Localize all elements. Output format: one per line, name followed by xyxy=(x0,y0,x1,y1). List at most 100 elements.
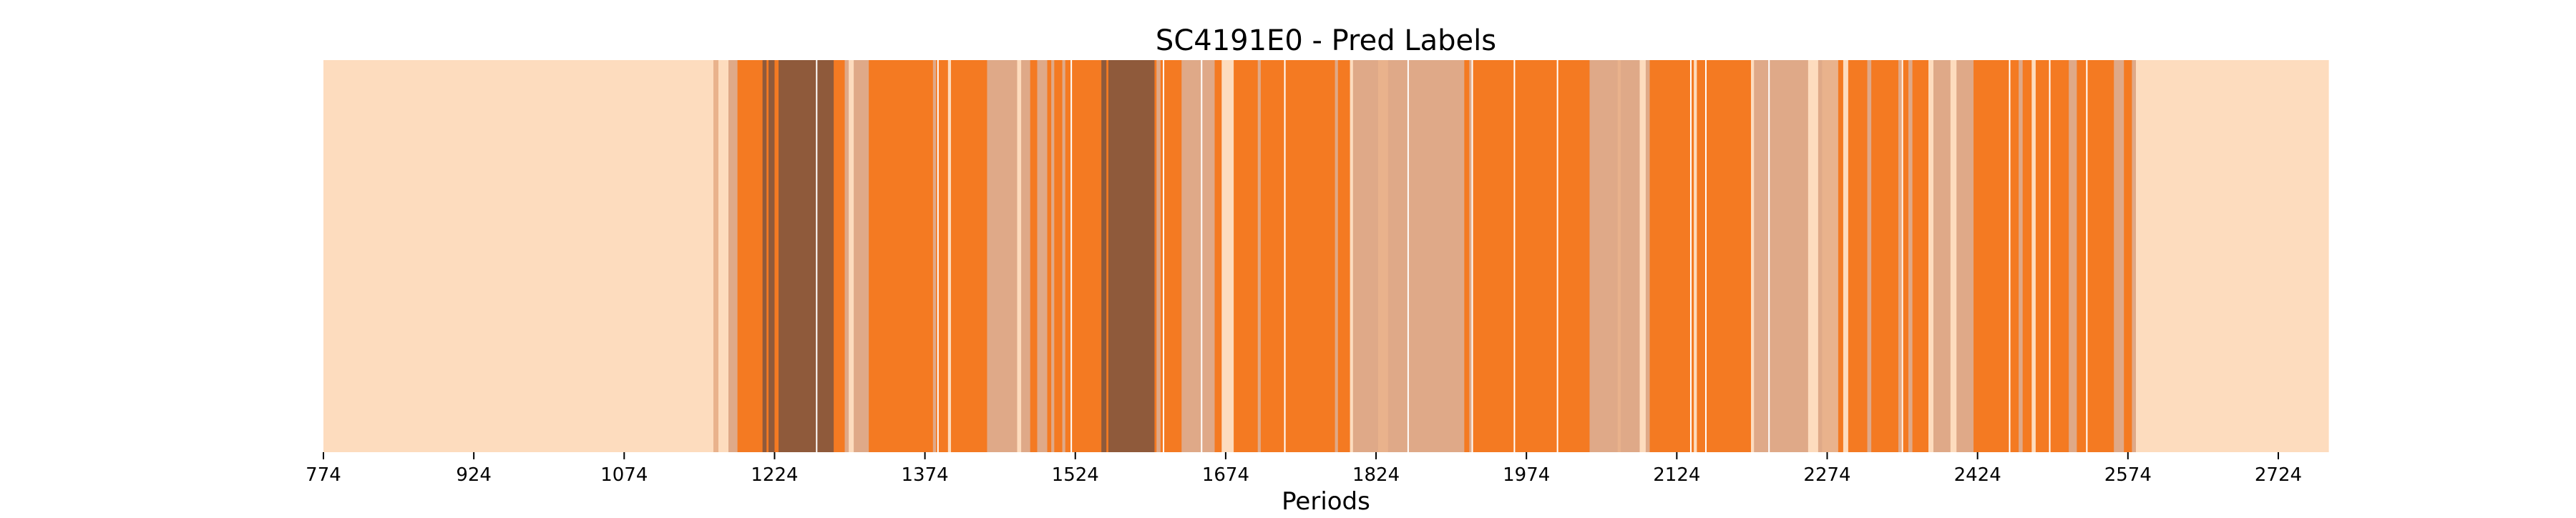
label-segment-51 xyxy=(1617,60,1621,452)
label-segment-19 xyxy=(987,60,1018,452)
label-segment-59 xyxy=(1754,60,1809,452)
plot-area xyxy=(323,60,2329,452)
label-segment-30 xyxy=(1106,60,1109,452)
label-segment-10 xyxy=(834,60,846,452)
label-segment-22 xyxy=(1030,60,1038,452)
label-segment-48 xyxy=(1469,60,1473,452)
label-segment-27 xyxy=(1062,60,1066,452)
label-segment-74 xyxy=(1950,60,1957,452)
label-segment-29 xyxy=(1101,60,1107,452)
label-segment-14 xyxy=(869,60,934,452)
label-segment-85 xyxy=(2132,60,2137,452)
label-segment-3 xyxy=(728,60,738,452)
label-segment-65 xyxy=(1848,60,1868,452)
label-segment-36 xyxy=(1214,60,1222,452)
label-segment-70 xyxy=(1908,60,1913,452)
label-segment-15 xyxy=(932,60,937,452)
x-tick-label-2124: 2124 xyxy=(1653,464,1700,486)
x-tick-label-2424: 2424 xyxy=(1954,464,2001,486)
label-segment-12 xyxy=(849,60,854,452)
label-segment-20 xyxy=(1017,60,1022,452)
label-segment-18 xyxy=(951,60,988,452)
label-segment-68 xyxy=(1898,60,1902,452)
label-segment-44 xyxy=(1352,60,1379,452)
label-segment-80 xyxy=(2035,60,2069,452)
label-segment-86 xyxy=(2136,60,2329,452)
label-segment-38 xyxy=(1234,60,1259,452)
label-segment-2 xyxy=(718,60,729,452)
label-segment-1 xyxy=(713,60,719,452)
label-segment-25 xyxy=(1051,60,1055,452)
label-segment-64 xyxy=(1843,60,1849,452)
x-axis: 774 924 1074 1224 1374 1524 1674 1824 1974 2124 22… xyxy=(306,452,2302,486)
label-segment-45 xyxy=(1377,60,1389,452)
label-segment-81 xyxy=(2069,60,2077,452)
label-segment-21 xyxy=(1021,60,1031,452)
label-segment-62 xyxy=(1822,60,1839,452)
x-tick-label-2574: 2574 xyxy=(2104,464,2152,486)
label-segment-76 xyxy=(1974,60,2019,452)
label-segment-83 xyxy=(2114,60,2124,452)
label-segment-61 xyxy=(1818,60,1823,452)
x-tick-label-1374: 1374 xyxy=(902,464,949,486)
label-segment-16 xyxy=(936,60,949,452)
label-segment-77 xyxy=(2019,60,2024,452)
label-segment-71 xyxy=(1912,60,1929,452)
label-segment-4 xyxy=(737,60,763,452)
x-tick-label-1974: 1974 xyxy=(1503,464,1550,486)
label-segment-31 xyxy=(1108,60,1156,452)
label-segment-67 xyxy=(1871,60,1899,452)
label-segment-5 xyxy=(762,60,767,452)
label-segment-50 xyxy=(1589,60,1619,452)
label-segment-23 xyxy=(1037,60,1048,452)
label-segment-7 xyxy=(769,60,776,452)
x-tick-label-2724: 2724 xyxy=(2255,464,2302,486)
label-segment-33 xyxy=(1156,60,1161,452)
label-segment-17 xyxy=(947,60,952,452)
label-segment-8 xyxy=(774,60,779,452)
label-segment-41 xyxy=(1335,60,1339,452)
label-segment-78 xyxy=(2022,60,2032,452)
x-tick-label-2274: 2274 xyxy=(1803,464,1850,486)
chart-title: SC4191E0 - Pred Labels xyxy=(1156,24,1496,57)
label-segment-57 xyxy=(1697,60,1752,452)
label-segment-40 xyxy=(1260,60,1336,452)
x-tick-label-1674: 1674 xyxy=(1202,464,1249,486)
x-tick-label-1224: 1224 xyxy=(751,464,798,486)
label-segment-53 xyxy=(1639,60,1646,452)
x-tick-label-774: 774 xyxy=(306,464,341,486)
x-tick-label-1074: 1074 xyxy=(600,464,648,486)
x-axis-label: Periods xyxy=(1282,487,1370,515)
x-tick-label-1524: 1524 xyxy=(1052,464,1099,486)
label-segment-35 xyxy=(1181,60,1216,452)
label-segment-60 xyxy=(1807,60,1819,452)
label-segment-13 xyxy=(854,60,869,452)
x-tick-label-1824: 1824 xyxy=(1352,464,1400,486)
label-segment-56 xyxy=(1694,60,1697,452)
label-segment-42 xyxy=(1337,60,1351,452)
label-segment-75 xyxy=(1956,60,1974,452)
label-segment-84 xyxy=(2124,60,2133,452)
label-segment-58 xyxy=(1751,60,1755,452)
label-segment-24 xyxy=(1047,60,1052,452)
label-segment-69 xyxy=(1901,60,1909,452)
label-segment-72 xyxy=(1928,60,1934,452)
label-segment-46 xyxy=(1387,60,1465,452)
label-segment-26 xyxy=(1054,60,1063,452)
label-segment-82 xyxy=(2077,60,2114,452)
label-segment-49 xyxy=(1472,60,1591,452)
label-segment-9 xyxy=(779,60,834,452)
label-segment-52 xyxy=(1620,60,1641,452)
label-segment-63 xyxy=(1838,60,1844,452)
label-segment-11 xyxy=(844,60,849,452)
label-segment-37 xyxy=(1221,60,1234,452)
label-segment-0 xyxy=(323,60,714,452)
label-segment-79 xyxy=(2031,60,2036,452)
x-tick-label-924: 924 xyxy=(456,464,492,486)
label-segment-66 xyxy=(1867,60,1872,452)
label-segment-32 xyxy=(1154,60,1157,452)
label-segment-47 xyxy=(1464,60,1470,452)
label-segment-73 xyxy=(1933,60,1951,452)
